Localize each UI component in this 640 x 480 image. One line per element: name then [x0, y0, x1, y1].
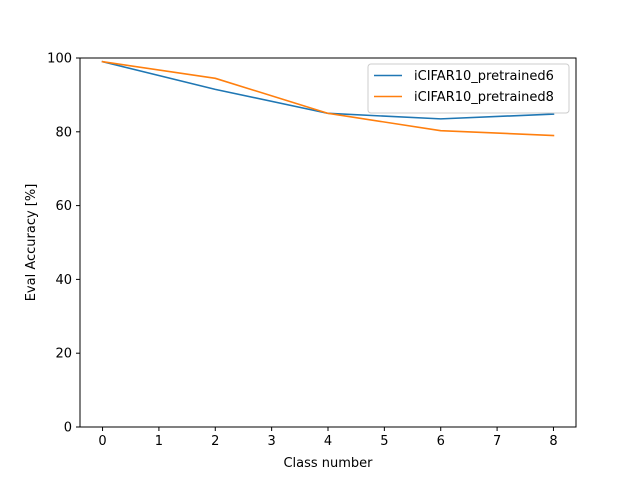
- x-tick-label: 8: [549, 434, 557, 449]
- legend-label-2: iCIFAR10_pretrained8: [414, 90, 554, 105]
- x-tick-label: 7: [493, 434, 501, 449]
- plot-frame: [79, 57, 577, 428]
- y-tick-label: 0: [64, 421, 72, 436]
- y-tick-label: 40: [55, 273, 72, 288]
- series-lines: [101, 60, 555, 137]
- x-tick-label: 1: [155, 434, 163, 449]
- y-tick-label: 60: [55, 199, 72, 214]
- x-tick-label: 3: [267, 434, 275, 449]
- series-line-2: [101, 60, 555, 137]
- x-tick-label: 0: [98, 434, 106, 449]
- y-axis-ticks: 0 20 40 60 80 100: [47, 52, 80, 436]
- x-axis-title: Class number: [283, 456, 373, 471]
- legend-box: [367, 63, 570, 114]
- y-tick-label: 80: [55, 125, 72, 140]
- x-tick-label: 2: [211, 434, 219, 449]
- y-tick-label: 100: [47, 52, 72, 67]
- x-tick-label: 5: [380, 434, 388, 449]
- y-axis-title: Eval Accuracy [%]: [24, 184, 39, 302]
- y-tick-label: 20: [55, 347, 72, 362]
- legend-label-1: iCIFAR10_pretrained6: [414, 69, 554, 84]
- legend: iCIFAR10_pretrained6 iCIFAR10_pretrained8: [367, 63, 570, 114]
- x-axis-ticks: 0 1 2 3 4 5 6 7 8: [98, 427, 558, 449]
- x-tick-label: 4: [324, 434, 332, 449]
- x-tick-label: 6: [437, 434, 445, 449]
